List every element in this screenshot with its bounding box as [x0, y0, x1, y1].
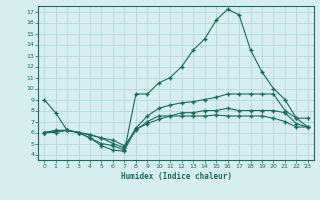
X-axis label: Humidex (Indice chaleur): Humidex (Indice chaleur)	[121, 172, 231, 181]
